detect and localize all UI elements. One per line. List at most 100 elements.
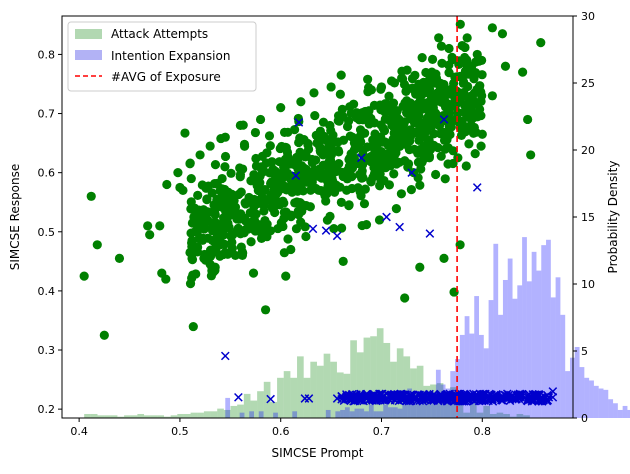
legend-frame (67, 21, 257, 92)
attack-attempt-point (407, 73, 418, 84)
attack-attempt-point (306, 185, 316, 195)
attack-attempt-point (427, 54, 438, 64)
attack-attempt-point (472, 112, 483, 122)
intention-expansion-point (234, 392, 243, 402)
attack-attempt-point (194, 205, 205, 215)
attack-attempt-point (276, 178, 286, 188)
histogram-bar-intention-expansion (579, 367, 585, 418)
histogram-bar-intention-expansion (517, 285, 523, 418)
attack-attempt-point (447, 52, 457, 62)
histogram-bar-attack-attempts (197, 412, 204, 418)
attack-attempt-point (474, 83, 484, 94)
attack-attempt-point (374, 215, 385, 225)
histogram-bar-attack-attempts (469, 400, 477, 418)
attack-attempt-point (323, 181, 333, 191)
attack-attempt-point (476, 141, 486, 151)
attack-attempt-point (394, 141, 404, 151)
attack-attempt-point (268, 164, 278, 174)
attack-attempt-point (336, 70, 346, 80)
attack-attempt-point (444, 68, 454, 78)
attack-attempt-point (440, 174, 450, 184)
attack-attempt-point (248, 268, 259, 278)
attack-attempt-point (227, 229, 237, 240)
attack-attempt-point (263, 226, 273, 236)
histogram-bar-attack-attempts (130, 415, 138, 418)
histogram-bar-attack-attempts (443, 397, 451, 418)
attack-attempt-point (397, 66, 407, 76)
attack-attempt-point (369, 100, 379, 110)
attack-attempt-point (425, 144, 436, 155)
attack-attempt-point (497, 29, 508, 39)
attack-attempt-point (381, 162, 391, 172)
attack-attempt-point (442, 134, 452, 145)
histogram-bar-attack-attempts (183, 413, 191, 418)
intention-expansion-point (429, 396, 438, 405)
attack-attempt-point (415, 180, 425, 190)
attack-attempt-point (197, 219, 208, 229)
attack-attempt-point (191, 269, 201, 279)
histogram-bar-attack-attempts (243, 393, 251, 418)
attack-attempt-point (389, 169, 399, 179)
attack-attempt-point (312, 138, 322, 148)
histogram-bar-intention-expansion (507, 258, 513, 418)
histogram-bar-attack-attempts (456, 393, 464, 418)
attack-attempt-point (427, 98, 437, 108)
attack-attempt-point (460, 127, 471, 137)
attack-attempt-point (300, 222, 310, 232)
attack-attempt-point (417, 53, 427, 63)
histogram-bar-attack-attempts (323, 353, 331, 418)
attack-attempt-point (201, 183, 211, 193)
attack-attempt-point (296, 201, 306, 211)
attack-attempt-point (357, 173, 367, 183)
intention-expansion-point (266, 394, 275, 404)
histogram-bar-attack-attempts (303, 377, 311, 418)
intention-expansion-point (472, 183, 482, 192)
attack-attempt-point (336, 197, 346, 207)
histogram-bar-attack-attempts (190, 412, 198, 418)
attack-attempt-point (461, 161, 471, 171)
attack-attempt-point (220, 132, 230, 142)
attack-attempt-point (358, 145, 368, 155)
attack-attempt-point (388, 98, 399, 108)
histogram-bar-attack-attempts (363, 337, 371, 418)
attack-attempt-point (471, 57, 481, 67)
attack-attempt-point (437, 58, 447, 68)
legend-label-attack-attempts: Attack Attempts (111, 27, 208, 41)
attack-attempt-point (375, 181, 385, 191)
attack-attempt-point (374, 150, 384, 160)
attack-attempt-point (375, 169, 385, 179)
attack-attempt-point (449, 78, 459, 88)
attack-attempt-point (345, 153, 355, 163)
attack-attempt-point (439, 253, 449, 263)
intention-expansion-point (439, 115, 449, 124)
histogram-bar-attack-attempts (503, 413, 510, 418)
histogram-bar-intention-expansion (431, 393, 436, 418)
histogram-bar-intention-expansion (225, 397, 231, 418)
histogram-bar-intention-expansion (546, 239, 551, 418)
scatter-layer (79, 19, 558, 406)
histogram-bar-intention-expansion (344, 407, 350, 418)
attack-attempt-point (333, 145, 343, 156)
histogram-bar-intention-expansion (325, 409, 331, 418)
attack-attempt-point (205, 141, 215, 151)
histogram-bar-intention-expansion (550, 297, 556, 418)
attack-attempt-point (383, 140, 393, 151)
attack-attempt-point (325, 148, 335, 158)
attack-attempt-point (273, 223, 283, 234)
histogram-bar-intention-expansion (426, 404, 432, 418)
attack-attempt-point (279, 248, 289, 258)
histogram-bar-attack-attempts (117, 416, 125, 418)
y-left-tick-label: 0.3 (38, 344, 56, 357)
histogram-bar-attack-attempts (250, 400, 258, 418)
attack-attempt-point (426, 105, 437, 115)
attack-attempt-point (155, 221, 165, 231)
intention-expansion-point (220, 351, 230, 361)
intention-expansion-point (466, 391, 476, 401)
attack-attempt-point (161, 274, 171, 284)
histogram-bar-attack-attempts (330, 361, 337, 418)
attack-attempt-point (404, 145, 415, 155)
attack-attempt-point (363, 74, 373, 84)
attack-attempt-point (286, 210, 296, 220)
y-left-tick-label: 0.7 (38, 108, 56, 121)
attack-attempt-point (291, 224, 302, 234)
